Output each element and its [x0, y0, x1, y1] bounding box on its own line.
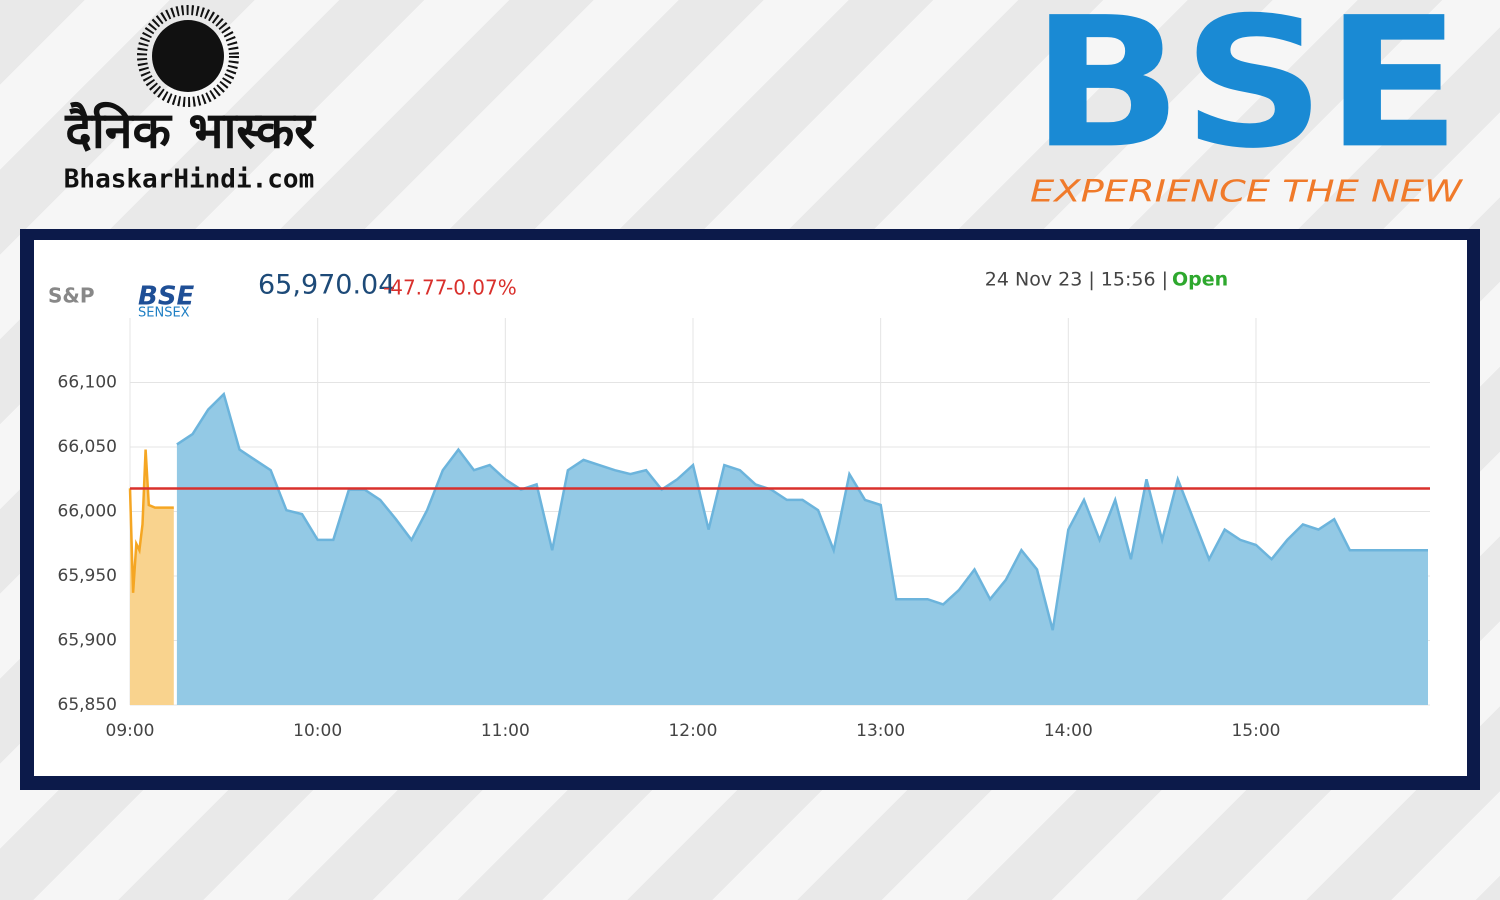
- publisher-hindi: दैनिक भास्कर: [64, 102, 316, 160]
- y-tick-label: 66,100: [58, 373, 117, 393]
- y-tick-label: 65,950: [58, 566, 117, 586]
- y-tick-label: 65,850: [58, 695, 117, 715]
- timestamp: 24 Nov 23 | 15:56 |: [985, 269, 1168, 291]
- y-tick-label: 66,050: [58, 437, 117, 457]
- x-tick-label: 15:00: [1231, 721, 1280, 741]
- y-tick-label: 66,000: [58, 502, 117, 522]
- x-tick-label: 13:00: [856, 721, 905, 741]
- y-tick-label: 65,900: [58, 631, 117, 651]
- x-tick-label: 11:00: [481, 721, 530, 741]
- change: -47.77: [383, 276, 447, 300]
- price: 65,970.04: [258, 270, 395, 301]
- index-name: SENSEX: [138, 306, 190, 321]
- sun-logo: [137, 5, 239, 107]
- exchange-logo: BSE: [1031, 0, 1461, 188]
- x-tick-label: 14:00: [1044, 721, 1093, 741]
- x-tick-label: 12:00: [668, 721, 717, 741]
- exchange-tagline: EXPERIENCE THE NEW: [1030, 175, 1464, 210]
- area-fill: [130, 449, 174, 705]
- area-fill: [176, 394, 1428, 705]
- index-brand: S&P: [48, 284, 95, 308]
- change-pct: -0.07%: [446, 276, 517, 300]
- price-line: [128, 449, 174, 593]
- x-tick-label: 09:00: [106, 721, 155, 741]
- index-logo: BSE: [138, 282, 195, 312]
- x-tick-label: 10:00: [293, 721, 342, 741]
- publisher-site: BhaskarHindi.com: [64, 165, 314, 195]
- market-status: Open: [1172, 269, 1228, 291]
- plot: 65,850 65,900 65,950 66,000 66,050 66,100 09:0…: [58, 318, 1430, 741]
